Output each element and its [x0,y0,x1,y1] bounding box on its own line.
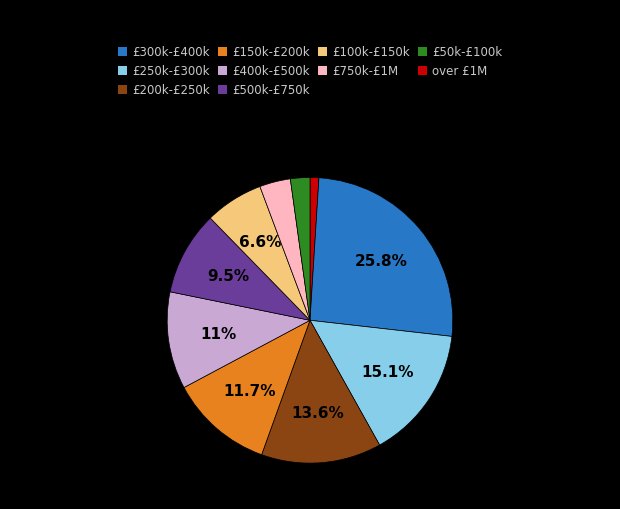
Wedge shape [260,180,310,321]
Wedge shape [262,321,379,463]
Wedge shape [310,178,319,321]
Text: 6.6%: 6.6% [239,235,281,250]
Wedge shape [290,178,310,321]
Wedge shape [310,321,452,445]
Text: 11.7%: 11.7% [223,383,275,398]
Text: 9.5%: 9.5% [208,269,250,284]
Wedge shape [310,179,453,337]
Wedge shape [184,321,310,455]
Text: 25.8%: 25.8% [355,253,407,269]
Text: 11%: 11% [200,327,236,342]
Legend: £300k-£400k, £250k-£300k, £200k-£250k, £150k-£200k, £400k-£500k, £500k-£750k, £1: £300k-£400k, £250k-£300k, £200k-£250k, £… [113,42,507,102]
Wedge shape [170,219,310,321]
Text: 15.1%: 15.1% [361,364,414,380]
Text: 13.6%: 13.6% [291,406,344,420]
Wedge shape [210,187,310,321]
Wedge shape [167,292,310,388]
